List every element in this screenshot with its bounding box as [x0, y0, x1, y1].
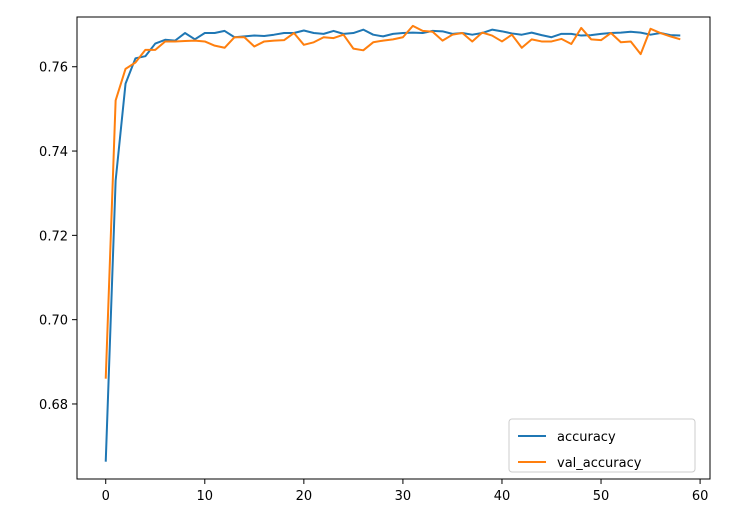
- y-axis: 0.68 0.70 0.72 0.74 0.76: [39, 61, 77, 413]
- y-tick-label: 0.68: [39, 398, 68, 413]
- x-tick-label: 30: [395, 489, 412, 504]
- series-layer: [104, 24, 681, 462]
- y-tick-label: 0.74: [39, 145, 68, 160]
- x-tick-label: 0: [102, 489, 110, 504]
- x-tick-label: 60: [692, 489, 709, 504]
- x-tick-label: 10: [197, 489, 214, 504]
- legend-box: [508, 418, 696, 473]
- x-tick-label: 50: [593, 489, 610, 504]
- x-tick-label: 20: [296, 489, 313, 504]
- legend: accuracy val_accuracy: [508, 418, 696, 473]
- axes-frame: [76, 16, 711, 480]
- x-axis: 0 10 20 30 40 50 60: [102, 479, 709, 504]
- legend-label-val-accuracy: val_accuracy: [557, 456, 642, 471]
- y-tick-label: 0.76: [39, 61, 68, 76]
- y-tick-label: 0.70: [39, 314, 68, 329]
- legend-label-accuracy: accuracy: [557, 430, 616, 445]
- plot-area: [77, 17, 710, 479]
- series-line-accuracy: [104, 28, 681, 462]
- series-line-val-accuracy: [104, 24, 681, 379]
- y-tick-label: 0.72: [39, 229, 68, 244]
- x-tick-label: 40: [494, 489, 511, 504]
